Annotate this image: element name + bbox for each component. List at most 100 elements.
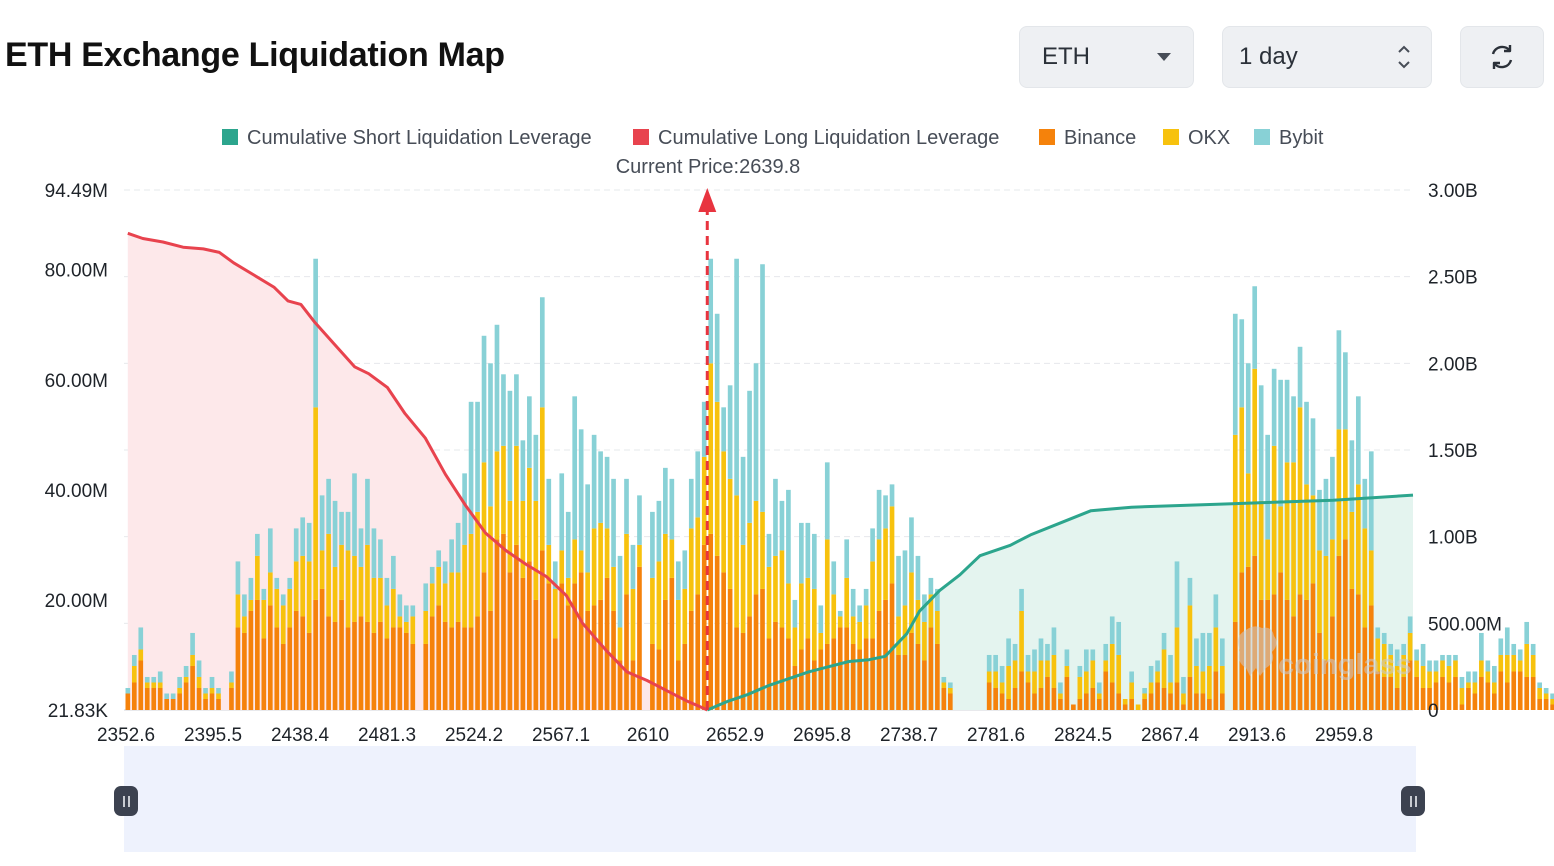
bar-bybit [1394,649,1400,666]
bar-binance [1317,632,1322,710]
x-tick-label: 2352.6 [97,725,155,746]
slider-left-handle[interactable] [114,786,138,816]
bar-okx [747,522,752,617]
bar-okx [850,616,856,644]
bar-binance [740,632,746,710]
bar-bybit [1291,396,1296,463]
bar-bybit [902,550,908,606]
bar-binance [339,599,344,710]
bar-okx [1207,665,1212,699]
bar-bybit [1219,638,1225,666]
bar-bybit [1096,682,1102,694]
bar-bybit [1252,286,1258,369]
bar-okx [1530,654,1536,677]
bar-bybit [1343,352,1348,430]
bar-binance [170,698,176,710]
bar-binance [1219,693,1225,710]
bar-binance [779,627,785,710]
bar-binance [947,693,953,710]
bar-okx [403,621,409,633]
time-range-select[interactable]: 1 day [1222,26,1432,88]
bar-bybit [786,489,791,584]
bar-okx [1504,654,1510,683]
bar-bybit [624,478,629,534]
bar-binance [1466,687,1471,710]
bar-bybit [235,561,241,595]
bar-binance [1524,676,1530,710]
bar-bybit [183,665,189,677]
bar-bybit [889,484,895,507]
bar-bybit [403,605,409,622]
bar-okx [714,401,720,556]
up-down-arrows-icon [1398,45,1410,69]
bar-okx [1122,698,1128,705]
bar-binance [1103,671,1109,710]
bar-binance [190,665,195,710]
bar-binance [203,698,208,710]
bar-binance [1148,693,1154,710]
bar-okx [1103,660,1109,672]
bar-bybit [468,401,474,534]
bar-okx [1019,610,1024,672]
long-area-fill [127,233,708,711]
bar-bybit [565,511,571,578]
bar-okx [229,682,234,688]
bar-okx [1245,473,1251,567]
range-slider[interactable] [124,746,1416,852]
bar-bybit [391,555,396,589]
bar-bybit [1485,660,1491,672]
bar-binance [1194,693,1199,710]
bar-bybit [300,517,306,556]
bar-okx [941,682,947,688]
bar-binance [578,572,584,710]
bar-bybit [805,522,811,578]
bar-binance [196,687,202,710]
bar-bybit [1187,577,1193,606]
bar-okx [805,577,811,639]
bar-okx [235,594,241,628]
bar-binance [1550,704,1554,710]
bar-series [125,258,1554,710]
bar-bybit [429,566,435,584]
bar-okx [520,500,526,578]
bar-okx [151,682,157,688]
bar-binance [1375,671,1381,710]
bar-okx [1330,539,1335,617]
bar-binance [1122,704,1128,710]
coin-select[interactable]: ETH [1019,26,1194,88]
bar-binance [1343,539,1348,710]
bar-okx [591,528,597,606]
bar-binance [986,682,992,710]
bar-bybit [1239,319,1245,408]
bar-bybit [475,401,480,512]
bar-okx [721,451,726,573]
bar-okx [1440,660,1445,677]
y-right-tick-label: 1.50B [1428,441,1478,462]
bar-binance [1116,693,1122,710]
refresh-button[interactable] [1460,26,1544,88]
bar-okx [585,572,590,611]
bar-binance [352,621,357,710]
bar-bybit [1207,632,1212,666]
bar-binance [708,533,714,710]
bar-okx [1129,682,1134,699]
bar-binance [1336,555,1342,710]
bar-binance [1278,572,1283,710]
bar-okx [734,495,739,628]
bar-bybit [1142,687,1147,694]
bar-okx [1232,434,1238,622]
bar-binance [1453,676,1458,710]
bar-okx [216,693,221,699]
bar-bybit [714,313,720,402]
bar-bybit [1161,632,1167,650]
legend-label: Cumulative Short Liquidation Leverage [247,127,592,149]
bar-okx [481,462,487,573]
bar-bybit [378,539,383,578]
bar-bybit [280,594,286,606]
bar-bybit [1433,660,1439,672]
slider-right-handle[interactable] [1401,786,1425,816]
bar-binance [1304,599,1309,710]
bar-binance [792,665,798,710]
bar-binance [695,594,701,710]
bar-okx [624,533,629,595]
